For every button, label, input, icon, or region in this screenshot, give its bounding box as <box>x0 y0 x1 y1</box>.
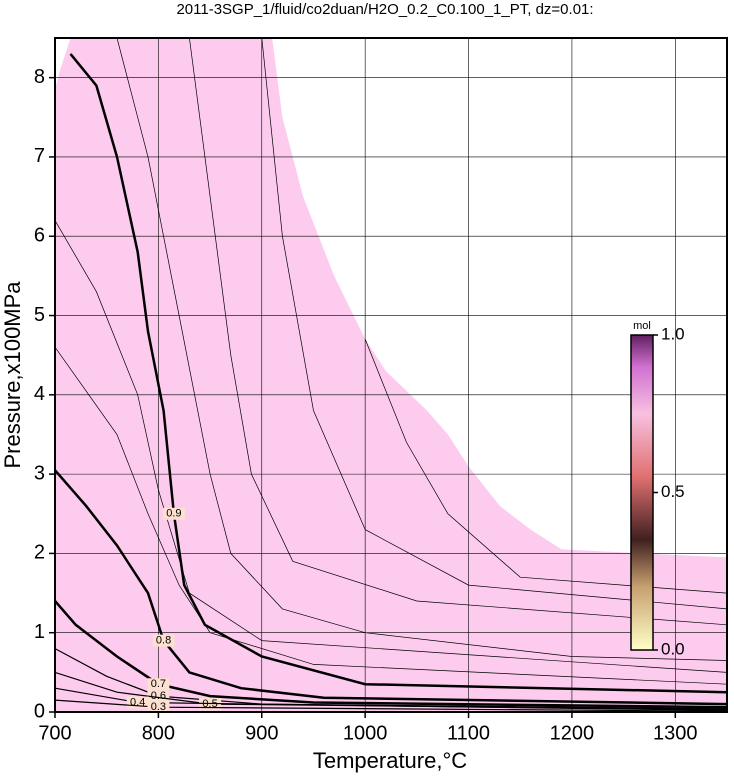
contour-label: 0.9 <box>166 508 181 520</box>
contour-line <box>69 53 727 694</box>
thin-contour <box>55 220 727 673</box>
y-tick-label: 2 <box>34 542 45 564</box>
x-tick-label: 900 <box>245 722 278 744</box>
x-tick-label: 1100 <box>447 722 490 744</box>
thin-contour <box>189 38 727 626</box>
y-tick-label: 0 <box>34 700 45 722</box>
y-tick-label: 1 <box>34 621 45 643</box>
thin-contour <box>55 346 727 685</box>
x-tick-label: 1300 <box>653 722 698 744</box>
colorbar-tick-label: 0.0 <box>661 639 685 658</box>
contour-label-bg <box>147 690 170 703</box>
y-axis-label: Pressure,x100MPa <box>0 281 25 469</box>
y-tick-label: 8 <box>34 66 45 88</box>
contour-label: 0.6 <box>151 690 166 702</box>
overlay: 700 800 900 1000 1100 1200 1300 0 1 2 3 4 5 6 7 8 mol 0.0… <box>34 37 728 744</box>
colorbar-tick-label: 0.5 <box>661 482 685 501</box>
x-tick-label: 700 <box>38 722 71 744</box>
y-tick-label: 4 <box>34 383 45 405</box>
contour-label-bg <box>152 634 175 647</box>
contour-label-bg <box>162 507 185 520</box>
plot-area: 0.90.80.70.60.50.4 0.3 <box>55 38 727 713</box>
y-tick-label: 3 <box>34 462 45 484</box>
contour-label-bg <box>147 701 170 712</box>
thin-contour <box>116 38 727 661</box>
x-tick-label: 1000 <box>343 722 388 744</box>
y-tick-label: 5 <box>34 304 45 326</box>
y-tick-label: 6 <box>34 225 45 247</box>
contour-label: 0.7 <box>151 678 166 690</box>
chart-title: 2011-3SGP_1/fluid/co2duan/H2O_0.2_C0.100… <box>176 1 593 18</box>
y-tick-label: 7 <box>34 145 45 167</box>
plot-frame <box>54 37 728 713</box>
colorbar-label: mol <box>633 320 651 332</box>
contour-label-bg <box>147 678 170 691</box>
x-tick-label: 800 <box>142 722 175 744</box>
colorbar-tick-label: 1.0 <box>661 324 685 343</box>
x-tick-label: 1200 <box>550 722 595 744</box>
contour-label: 0.3 <box>151 701 166 713</box>
stable-region <box>55 38 727 712</box>
thin-contour <box>261 38 727 610</box>
thin-contour <box>364 339 727 594</box>
colorbar <box>630 334 654 651</box>
x-axis-label: Temperature,°C <box>313 748 467 773</box>
contour-label: 0.8 <box>156 635 171 647</box>
